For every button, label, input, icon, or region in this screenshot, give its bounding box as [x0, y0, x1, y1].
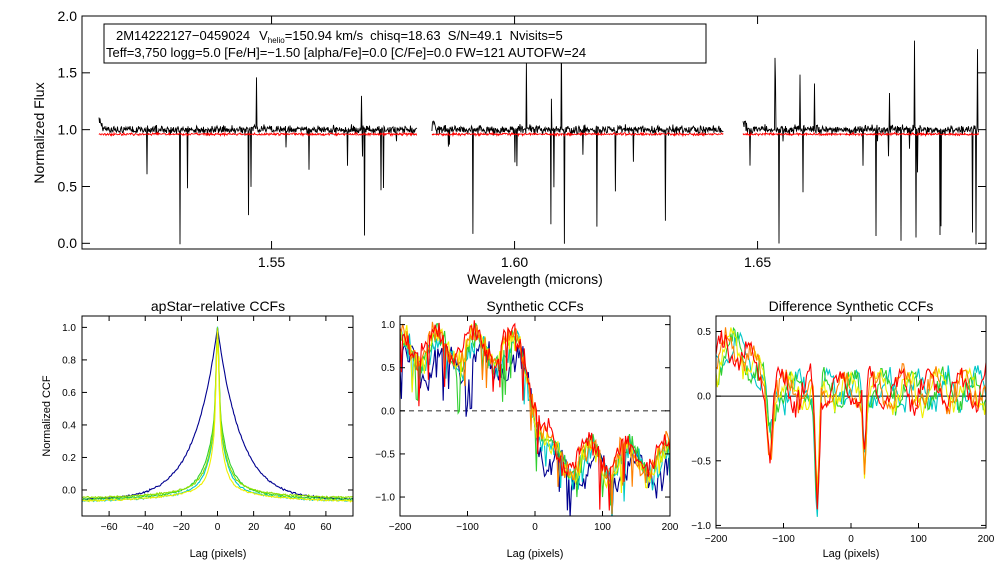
annotation-star-id: 2M14222127−0459024 [116, 28, 250, 43]
spectrum-model-line [98, 131, 417, 138]
apstar-ccf-ytick-label: 0.4 [62, 420, 76, 431]
annotation-stats: chisq=18.63 S/N=49.1 Nvisits=5 [370, 28, 563, 43]
spectrum-ytick-label: 0.0 [58, 235, 78, 251]
annotation-vhelio-sub: helio [268, 36, 285, 45]
spectrum-annotation: 2M14222127−0459024 Vhelio=150.94 km/s chis… [103, 23, 707, 64]
spectrum-ylabel: Normalized Flux [31, 82, 47, 183]
spectrum-xtick-label: 1.60 [501, 254, 528, 270]
synthetic-ccf-ytick-label: 0.0 [381, 406, 395, 417]
difference-ccf-panel: Difference Synthetic CCFs −200 −100 0 100 20… [691, 298, 995, 560]
synthetic-ccf-xtick-label: 0 [532, 522, 538, 533]
apstar-ccf-xtick-label: −40 [137, 522, 154, 533]
spectrum-xtick-label: 1.55 [258, 254, 285, 270]
apstar-ccf-xtick-label: 40 [284, 522, 296, 533]
annotation-box [103, 23, 707, 64]
synthetic-ccf-xtick-label: 100 [594, 522, 611, 533]
apstar-ccf-ytick-label: 0.8 [62, 355, 76, 366]
annotation-vhelio-value: =150.94 km/s [285, 28, 364, 43]
synthetic-ccf-panel: Synthetic CCFs −200 −100 0 100 200 −1.0 −0.5 0.… [375, 298, 679, 560]
apstar-ccf-ytick-label: 0.0 [62, 485, 76, 496]
spectrum-observed-line [431, 40, 724, 244]
difference-ccf-xtick-label: −100 [772, 534, 795, 545]
spectrum-model-line [431, 131, 724, 138]
synthetic-ccf-ytick-label: −1.0 [375, 493, 395, 504]
synthetic-ccf-ytick-label: −0.5 [375, 449, 395, 460]
difference-ccf-line [716, 327, 986, 487]
synthetic-ccf-xtick-label: −100 [456, 522, 479, 533]
apstar-ccf-xtick-label: −20 [173, 522, 190, 533]
synthetic-ccf-line [400, 320, 670, 511]
apstar-ccf-line [82, 330, 353, 503]
apstar-ccf-ytick-label: 0.2 [62, 453, 76, 464]
synthetic-ccf-xtick-label: 200 [662, 522, 679, 533]
apstar-ccf-panel: apStar−relative CCFs −60 −40 −20 0 20 40 60 0.0… [41, 298, 354, 560]
spectrum-ytick-label: 2.0 [58, 8, 78, 24]
apstar-ccf-xtick-label: 20 [248, 522, 260, 533]
synthetic-ccf-ytick-label: 0.5 [381, 363, 395, 374]
annotation-line-2: Teff=3,750 logg=5.0 [Fe/H]=−1.50 [alpha/… [106, 45, 586, 60]
spectrum-observed-line [98, 77, 418, 245]
synthetic-ccf-ytick-label: 1.0 [381, 320, 395, 331]
difference-ccf-xlabel: Lag (pixels) [823, 548, 880, 560]
synthetic-ccf-xlabel: Lag (pixels) [507, 548, 564, 560]
spectrum-frame [81, 15, 987, 250]
spectrum-model-line [742, 131, 979, 138]
difference-ccf-xtick-label: 0 [848, 534, 854, 545]
apstar-ccf-ylabel: Normalized CCF [41, 375, 53, 457]
difference-ccf-xtick-label: −200 [705, 534, 728, 545]
apstar-ccf-title: apStar−relative CCFs [151, 298, 285, 314]
apstar-ccf-xtick-label: 0 [215, 522, 221, 533]
difference-ccf-ytick-label: 0.5 [697, 327, 711, 338]
spectrum-xlabel: Wavelength (microns) [467, 271, 603, 287]
apstar-ccf-xlabel: Lag (pixels) [190, 548, 247, 560]
difference-ccf-ytick-label: −1.0 [691, 521, 711, 532]
annotation-line-1: 2M14222127−0459024 Vhelio=150.94 km/s chis… [116, 28, 563, 45]
apstar-ccf-ytick-label: 0.6 [62, 388, 76, 399]
difference-ccf-xtick-label: 100 [910, 534, 927, 545]
difference-ccf-title: Difference Synthetic CCFs [769, 298, 934, 314]
synthetic-ccf-xtick-label: −200 [389, 522, 412, 533]
spectrum-ytick-label: 1.0 [58, 122, 78, 138]
apstar-ccf-xtick-label: 60 [320, 522, 332, 533]
difference-ccf-ytick-label: 0.0 [697, 392, 711, 403]
annotation-vhelio-prefix: V [259, 28, 268, 43]
difference-ccf-xtick-label: 200 [978, 534, 995, 545]
spectrum-ytick-label: 1.5 [58, 65, 78, 81]
apstar-ccf-ytick-label: 1.0 [62, 323, 76, 334]
difference-ccf-ytick-label: −0.5 [691, 456, 711, 467]
apstar-ccf-xtick-label: −60 [101, 522, 118, 533]
spectrum-xtick-label: 1.65 [744, 254, 771, 270]
synthetic-ccf-title: Synthetic CCFs [486, 298, 583, 314]
spectrum-ytick-label: 0.5 [58, 178, 78, 194]
difference-ccf-line [716, 330, 986, 510]
difference-ccf-line [716, 327, 986, 496]
apstar-ccf-line [82, 327, 353, 499]
spectrum-panel: 1.55 1.60 1.65 0.0 0.5 1.0 1.5 2.0 Wavelength (… [31, 8, 987, 287]
spectrum-observed-line [742, 40, 979, 245]
